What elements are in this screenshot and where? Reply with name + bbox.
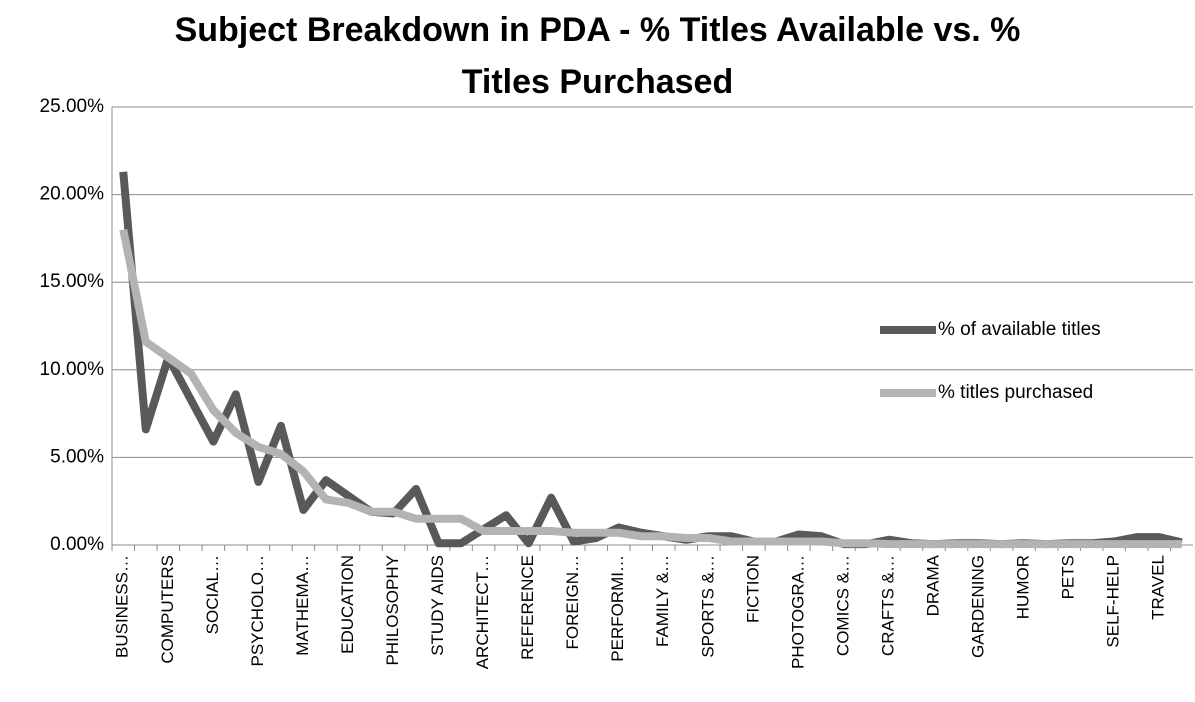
x-tick-label: CRAFTS &…	[878, 555, 897, 656]
x-tick-label: BUSINESS…	[113, 555, 132, 658]
x-tick-label: TRAVEL	[1149, 555, 1168, 620]
series-line	[119, 171, 1183, 549]
legend-label: % titles purchased	[938, 382, 1093, 403]
x-tick-label: EDUCATION	[338, 555, 357, 654]
y-tick-label: 20.00%	[40, 184, 105, 205]
x-tick-label: FOREIGN…	[563, 555, 582, 649]
legend-label: % of available titles	[938, 319, 1101, 340]
x-tick-label: DRAMA	[923, 554, 942, 616]
x-tick-label: PSYCHOLO…	[248, 555, 267, 666]
y-tick-label: 15.00%	[40, 271, 105, 292]
y-tick-label: 25.00%	[40, 96, 105, 117]
chart-title: Subject Breakdown in PDA - % Titles Avai…	[174, 11, 1021, 101]
x-tick-label: SPORTS &…	[698, 555, 717, 658]
x-tick-label: HUMOR	[1014, 555, 1033, 619]
x-tick-label: COMICS &…	[833, 555, 852, 656]
x-tick-label: PERFORMI…	[608, 555, 627, 662]
y-tick-label: 0.00%	[50, 534, 104, 555]
x-tick-label: REFERENCE	[518, 555, 537, 660]
x-tick-label: STUDY AIDS	[428, 555, 447, 656]
x-tick-label: COMPUTERS	[158, 555, 177, 664]
x-tick-label: SOCIAL…	[203, 555, 222, 634]
x-tick-label: ARCHITECT…	[473, 555, 492, 669]
x-tick-label: GARDENING	[969, 555, 988, 658]
x-tick-label: FAMILY &…	[653, 555, 672, 647]
series-line	[119, 228, 1182, 549]
x-tick-label: SELF-HELP	[1104, 555, 1123, 648]
x-tick-label: PHILOSOPHY	[383, 555, 402, 666]
y-tick-label: 5.00%	[50, 446, 104, 467]
x-tick-label: PHOTOGRA…	[788, 555, 807, 669]
x-tick-label: FICTION	[743, 555, 762, 623]
y-tick-label: 10.00%	[40, 359, 105, 380]
x-tick-label: PETS	[1059, 555, 1078, 599]
x-tick-label: MATHEMA…	[293, 555, 312, 656]
